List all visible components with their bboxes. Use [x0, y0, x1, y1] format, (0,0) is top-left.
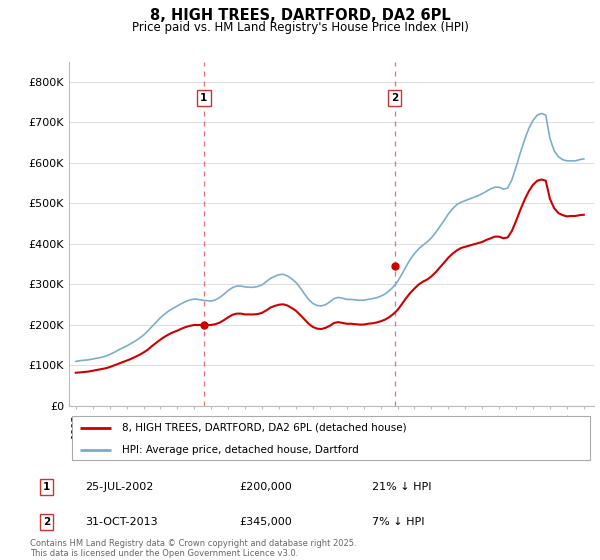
- Text: 1: 1: [200, 93, 208, 103]
- Text: 1: 1: [43, 482, 50, 492]
- Text: 8, HIGH TREES, DARTFORD, DA2 6PL: 8, HIGH TREES, DARTFORD, DA2 6PL: [149, 8, 451, 24]
- Text: 31-OCT-2013: 31-OCT-2013: [85, 517, 158, 527]
- Text: 21% ↓ HPI: 21% ↓ HPI: [372, 482, 432, 492]
- Text: £200,000: £200,000: [240, 482, 293, 492]
- Text: 8, HIGH TREES, DARTFORD, DA2 6PL (detached house): 8, HIGH TREES, DARTFORD, DA2 6PL (detach…: [121, 423, 406, 433]
- Text: HPI: Average price, detached house, Dartford: HPI: Average price, detached house, Dart…: [121, 445, 358, 455]
- Text: 7% ↓ HPI: 7% ↓ HPI: [372, 517, 425, 527]
- Text: 2: 2: [43, 517, 50, 527]
- Text: Contains HM Land Registry data © Crown copyright and database right 2025.
This d: Contains HM Land Registry data © Crown c…: [30, 539, 356, 558]
- Text: 25-JUL-2002: 25-JUL-2002: [85, 482, 154, 492]
- Text: £345,000: £345,000: [240, 517, 293, 527]
- Text: Price paid vs. HM Land Registry's House Price Index (HPI): Price paid vs. HM Land Registry's House …: [131, 21, 469, 34]
- FancyBboxPatch shape: [71, 416, 590, 460]
- Text: 2: 2: [391, 93, 398, 103]
